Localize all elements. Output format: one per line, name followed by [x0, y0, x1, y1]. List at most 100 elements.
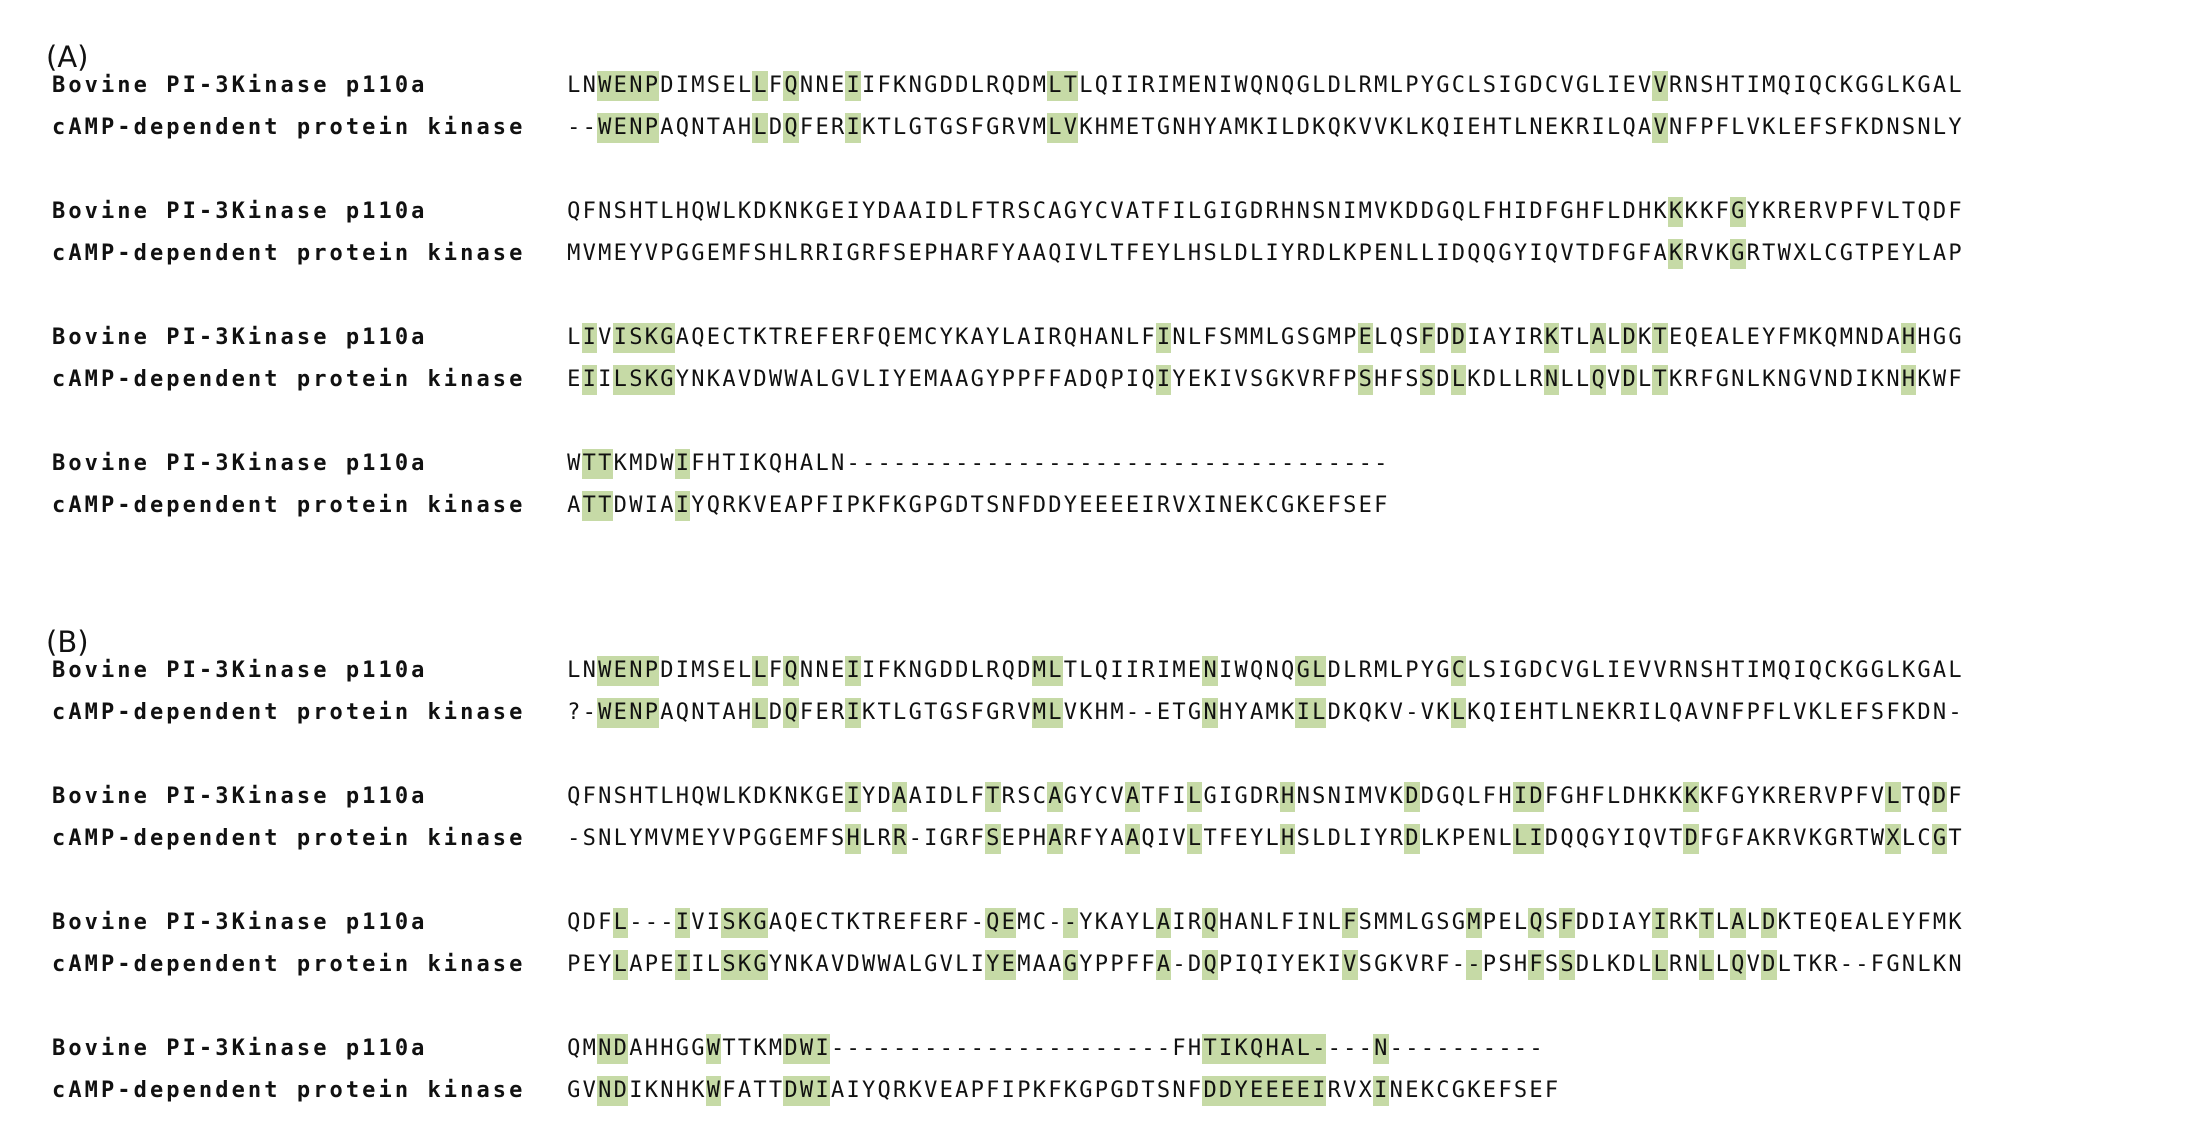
residue: Y	[1001, 241, 1015, 266]
residue: Q	[1777, 658, 1791, 683]
residue: E	[1793, 784, 1807, 809]
alignment-row: cAMP-dependent protein kinase A T T D W I A I Y Q R…	[0, 491, 2194, 521]
conserved-residue: K	[1683, 782, 1699, 812]
residue: L	[1591, 73, 1605, 98]
residue: A	[1622, 910, 1636, 935]
residue: F	[1544, 1078, 1559, 1103]
residue: K	[1901, 700, 1916, 725]
residue: D	[1932, 199, 1947, 224]
residue: Q	[691, 784, 705, 809]
conserved-residue: -	[1310, 1034, 1327, 1064]
alignment-row: Bovine PI-3Kinase p110a W T T K M D W I F H T I K Q H A L…	[0, 449, 2194, 479]
conserved-residue: I	[845, 656, 861, 686]
residue: A	[1886, 325, 1900, 350]
sequence-name: Bovine PI-3Kinase p110a	[52, 73, 428, 98]
residue: R	[1156, 493, 1171, 518]
residue: Q	[567, 1036, 581, 1061]
residue: K	[1079, 700, 1093, 725]
residue: I	[1156, 826, 1171, 851]
residue: L	[1265, 910, 1279, 935]
residue: H	[629, 199, 643, 224]
conserved-residue: H	[845, 824, 861, 854]
residue: K	[1606, 700, 1621, 725]
residue: N	[1886, 115, 1900, 140]
residue: P	[1358, 241, 1372, 266]
panel-label: (B)	[46, 625, 89, 659]
alignment-row: cAMP-dependent protein kinase - - W E N P A Q N T A…	[0, 113, 2194, 143]
conserved-residue: D	[1621, 323, 1637, 353]
residue: Y	[1420, 73, 1434, 98]
residue: E	[908, 241, 922, 266]
residue: F	[1327, 493, 1341, 518]
residue: -	[1141, 700, 1155, 725]
residue: I	[1343, 199, 1357, 224]
residue: G	[939, 493, 953, 518]
residue: P	[1110, 367, 1124, 392]
residue: L	[722, 199, 736, 224]
residue: T	[768, 325, 783, 350]
residue: H	[784, 451, 798, 476]
residue: G	[1281, 493, 1295, 518]
residue: N	[1684, 658, 1698, 683]
residue: F	[1606, 241, 1621, 266]
residue: L	[1638, 367, 1652, 392]
residue: F	[737, 241, 752, 266]
residue: D	[955, 658, 969, 683]
conserved-residue: A	[1124, 782, 1141, 812]
conserved-residue: Y	[1233, 1076, 1249, 1106]
residue: H	[675, 784, 689, 809]
residue: K	[1653, 199, 1667, 224]
residue: M	[1017, 952, 1031, 977]
residue: K	[1250, 115, 1264, 140]
residue: S	[1824, 115, 1838, 140]
residue: A	[1932, 241, 1947, 266]
residue: K	[737, 784, 752, 809]
residue: I	[598, 367, 612, 392]
residue: G	[1855, 73, 1869, 98]
residue: E	[1358, 493, 1372, 518]
residue: R	[784, 325, 798, 350]
residue: L	[1886, 658, 1900, 683]
residue: Q	[1451, 199, 1465, 224]
residue: H	[1638, 784, 1652, 809]
residue: I	[1218, 658, 1233, 683]
residue: M	[1932, 910, 1947, 935]
residue: N	[1684, 73, 1698, 98]
residue: K	[893, 73, 907, 98]
residue: K	[1777, 910, 1791, 935]
residue: G	[1436, 784, 1450, 809]
residue: -	[1451, 1036, 1465, 1061]
residue: R	[1746, 241, 1760, 266]
residue: S	[1358, 910, 1372, 935]
residue: E	[1187, 73, 1202, 98]
conserved-residue: I	[1528, 824, 1544, 854]
conserved-residue: F	[1528, 950, 1544, 980]
residue: E	[1839, 700, 1853, 725]
conserved-residue: W	[597, 698, 613, 728]
residue: Q	[1094, 73, 1109, 98]
residue: H	[1575, 784, 1590, 809]
residue: -	[1048, 1036, 1062, 1061]
residue: T	[1172, 700, 1186, 725]
residue: D	[939, 784, 953, 809]
residue: R	[1063, 826, 1077, 851]
sequence-name: cAMP-dependent protein kinase	[52, 367, 526, 392]
residue: A	[1110, 826, 1124, 851]
alignment-row: Bovine PI-3Kinase p110a L N W E N P D I M S E L L F Q N N…	[0, 71, 2194, 101]
residue: -	[1218, 451, 1233, 476]
residue: -	[862, 451, 876, 476]
conserved-residue: S	[1559, 950, 1575, 980]
residue: L	[1746, 367, 1760, 392]
residue: H	[1374, 367, 1388, 392]
residue: A	[1746, 826, 1760, 851]
residue: F	[582, 784, 596, 809]
residue: K	[1343, 700, 1357, 725]
residue: L	[1389, 73, 1403, 98]
residue: P	[660, 241, 674, 266]
conserved-residue: D	[783, 1076, 799, 1106]
residue: -	[1467, 1036, 1481, 1061]
residue: K	[1389, 199, 1403, 224]
residue: Y	[1094, 826, 1109, 851]
conserved-residue: L	[1186, 782, 1203, 812]
